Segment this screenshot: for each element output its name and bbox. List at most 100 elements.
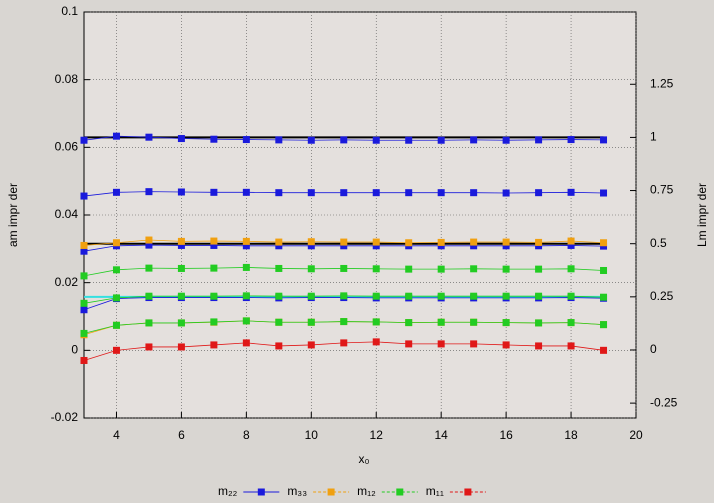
data-point <box>405 319 412 326</box>
data-point <box>243 292 250 299</box>
data-point <box>438 239 445 246</box>
x-tick-label: 16 <box>499 428 513 442</box>
legend-marker <box>464 489 471 496</box>
data-point <box>275 265 282 272</box>
data-point <box>340 136 347 143</box>
data-point <box>503 239 510 246</box>
legend-marker <box>258 489 265 496</box>
data-point <box>373 293 380 300</box>
y2-tick-label: -0.25 <box>650 395 678 409</box>
data-point <box>373 189 380 196</box>
data-point <box>373 265 380 272</box>
data-point <box>275 239 282 246</box>
data-point <box>503 293 510 300</box>
data-point <box>113 266 120 273</box>
data-point <box>308 189 315 196</box>
data-point <box>308 238 315 245</box>
data-point <box>438 137 445 144</box>
x-tick-label: 6 <box>178 428 185 442</box>
data-point <box>373 338 380 345</box>
data-point <box>438 319 445 326</box>
data-point <box>340 265 347 272</box>
data-point <box>81 137 88 144</box>
y2-axis-label: Lm impr der <box>695 183 709 247</box>
data-point <box>600 190 607 197</box>
data-point <box>535 342 542 349</box>
data-point <box>308 293 315 300</box>
x-axis-label: x₀ <box>359 452 370 466</box>
data-point <box>275 136 282 143</box>
data-point <box>113 322 120 329</box>
data-point <box>178 238 185 245</box>
data-point <box>600 136 607 143</box>
data-point <box>81 357 88 364</box>
x-tick-label: 20 <box>629 428 643 442</box>
data-point <box>275 189 282 196</box>
data-point <box>81 300 88 307</box>
data-point <box>178 135 185 142</box>
data-point <box>438 266 445 273</box>
data-point <box>405 266 412 273</box>
data-point <box>210 265 217 272</box>
data-point <box>568 342 575 349</box>
data-point <box>81 306 88 313</box>
data-point <box>470 189 477 196</box>
data-point <box>145 237 152 244</box>
data-point <box>568 238 575 245</box>
data-point <box>568 293 575 300</box>
data-point <box>210 189 217 196</box>
data-point <box>243 264 250 271</box>
data-point <box>81 193 88 200</box>
data-point <box>405 137 412 144</box>
data-point <box>568 189 575 196</box>
data-point <box>340 339 347 346</box>
y-tick-label: 0.02 <box>55 275 79 289</box>
legend-label: m₁₂ <box>357 484 376 498</box>
data-point <box>470 319 477 326</box>
data-point <box>308 341 315 348</box>
data-point <box>470 265 477 272</box>
y2-tick-label: 0.5 <box>650 236 667 250</box>
data-point <box>210 293 217 300</box>
legend-marker <box>396 489 403 496</box>
data-point <box>503 341 510 348</box>
data-point <box>470 293 477 300</box>
data-point <box>405 189 412 196</box>
data-point <box>243 136 250 143</box>
data-point <box>210 238 217 245</box>
data-point <box>568 136 575 143</box>
data-point <box>243 339 250 346</box>
data-point <box>405 340 412 347</box>
y2-tick-label: 0.75 <box>650 183 674 197</box>
y-tick-label: 0.08 <box>55 72 79 86</box>
data-point <box>81 330 88 337</box>
y-tick-label: -0.02 <box>51 410 79 424</box>
data-point <box>178 343 185 350</box>
data-point <box>81 272 88 279</box>
data-point <box>470 340 477 347</box>
data-point <box>308 319 315 326</box>
data-point <box>438 189 445 196</box>
x-tick-label: 4 <box>113 428 120 442</box>
data-point <box>178 319 185 326</box>
data-point <box>600 321 607 328</box>
data-point <box>503 266 510 273</box>
data-point <box>438 340 445 347</box>
data-point <box>373 239 380 246</box>
data-point <box>145 134 152 141</box>
data-point <box>243 189 250 196</box>
data-point <box>600 267 607 274</box>
data-point <box>113 189 120 196</box>
data-point <box>308 265 315 272</box>
y-axis-label: am impr der <box>6 183 20 247</box>
data-point <box>243 317 250 324</box>
data-point <box>535 136 542 143</box>
y-tick-label: 0 <box>71 343 78 357</box>
x-tick-label: 14 <box>434 428 448 442</box>
data-point <box>113 133 120 140</box>
x-tick-label: 10 <box>305 428 319 442</box>
data-point <box>113 347 120 354</box>
data-point <box>113 239 120 246</box>
data-point <box>568 265 575 272</box>
data-point <box>145 265 152 272</box>
